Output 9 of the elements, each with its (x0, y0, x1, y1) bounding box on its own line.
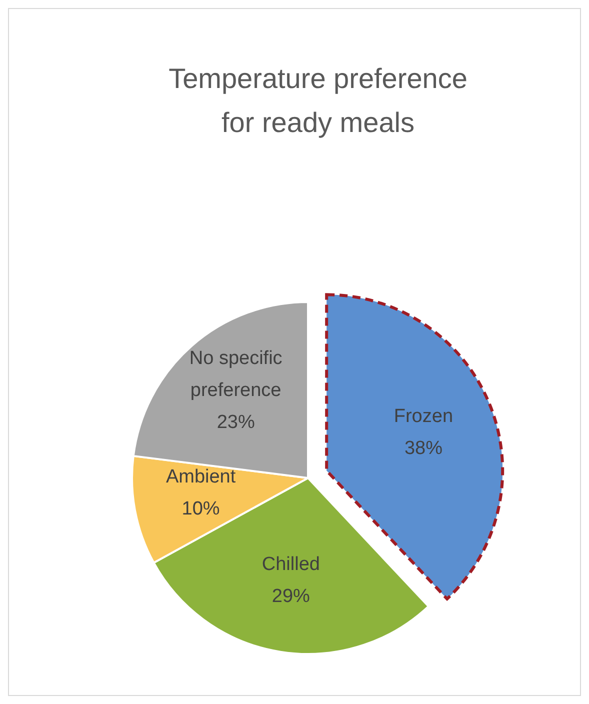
data-label: 10% (182, 498, 220, 520)
slice-label: Ambient (166, 466, 236, 488)
slice-label: Frozen (394, 406, 454, 427)
data-label: 23% (216, 412, 255, 434)
slice-label: Chilled (262, 554, 320, 575)
data-label: 29% (272, 586, 310, 607)
data-label: 38% (404, 438, 443, 459)
chart-title: Temperature preference for ready meals (168, 63, 468, 138)
slice-label: No specific preference (189, 348, 282, 402)
